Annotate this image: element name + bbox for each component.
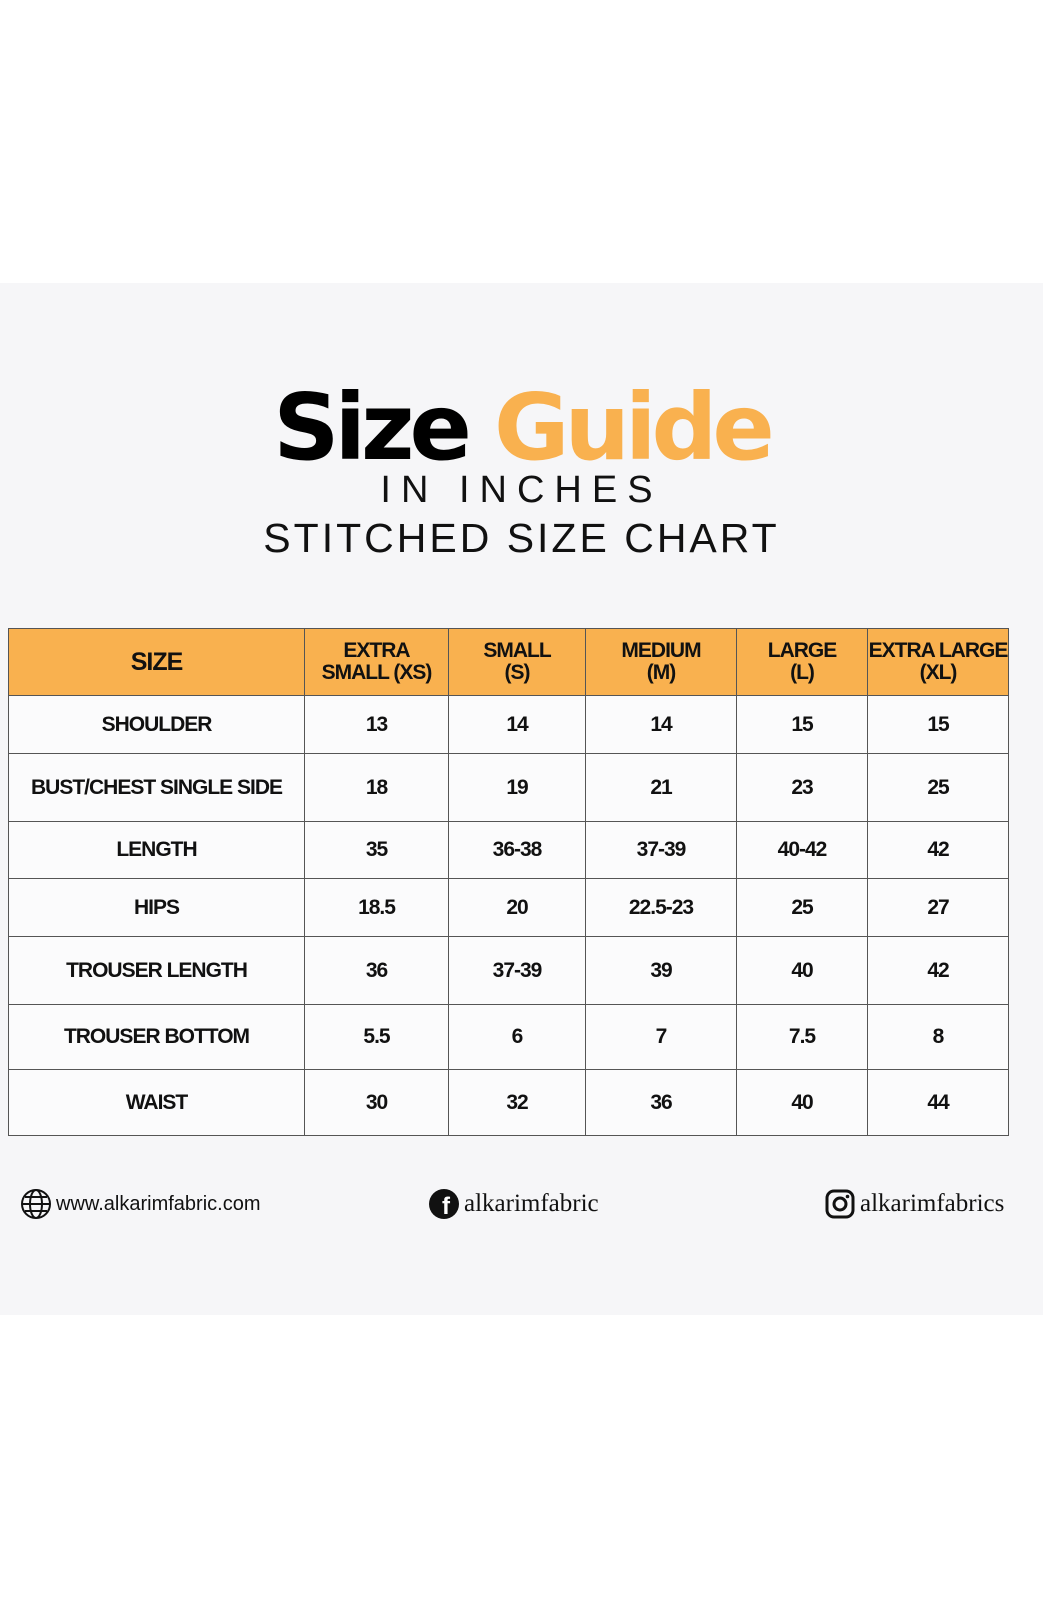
column-header: EXTRA LARGE (XL) bbox=[867, 628, 1009, 696]
website-text: www.alkarimfabric.com bbox=[56, 1192, 261, 1215]
cell: 27 bbox=[867, 878, 1009, 937]
svg-text:f: f bbox=[442, 1193, 451, 1220]
cell: 5.5 bbox=[304, 1004, 449, 1070]
cell: 39 bbox=[585, 936, 737, 1005]
table-row: WAIST 30 32 36 40 44 bbox=[8, 1069, 1009, 1136]
column-header: SMALL (S) bbox=[448, 628, 586, 696]
cell: 30 bbox=[304, 1069, 449, 1136]
column-header: MEDIUM (M) bbox=[585, 628, 737, 696]
size-guide-card: Size Guide IN INCHES STITCHED SIZE CHART… bbox=[0, 283, 1043, 1315]
cell: 18 bbox=[304, 753, 449, 822]
cell: 19 bbox=[448, 753, 586, 822]
cell: 32 bbox=[448, 1069, 586, 1136]
subtitle: IN INCHES bbox=[380, 469, 663, 511]
cell: 23 bbox=[736, 753, 868, 822]
cell: 42 bbox=[867, 821, 1009, 879]
table-row: SHOULDER 13 14 14 15 15 bbox=[8, 695, 1009, 754]
row-label: LENGTH bbox=[8, 821, 305, 879]
title-orange: Guide bbox=[493, 374, 775, 481]
column-header: EXTRA SMALL (XS) bbox=[304, 628, 449, 696]
cell: 7 bbox=[585, 1004, 737, 1070]
cell: 40 bbox=[736, 1069, 868, 1136]
size-table: SIZE EXTRA SMALL (XS) SMALL (S) MEDIUM (M) L… bbox=[8, 628, 1009, 1136]
cell: 15 bbox=[867, 695, 1009, 754]
cell: 18.5 bbox=[304, 878, 449, 937]
row-label: BUST/CHEST SINGLE SIDE bbox=[8, 753, 305, 822]
globe-icon bbox=[21, 1189, 51, 1219]
table-row: BUST/CHEST SINGLE SIDE 18 19 21 23 25 bbox=[8, 753, 1009, 822]
facebook-icon: f bbox=[429, 1189, 459, 1220]
cell: 13 bbox=[304, 695, 449, 754]
instagram-text: alkarimfabrics bbox=[860, 1190, 1005, 1217]
cell: 36 bbox=[585, 1069, 737, 1136]
cell: 35 bbox=[304, 821, 449, 879]
title: Size Guide bbox=[0, 378, 1043, 478]
cell: 7.5 bbox=[736, 1004, 868, 1070]
row-label: TROUSER BOTTOM bbox=[8, 1004, 305, 1070]
cell: 44 bbox=[867, 1069, 1009, 1136]
website: www.alkarimfabric.com bbox=[20, 1188, 260, 1220]
cell: 36 bbox=[304, 936, 449, 1005]
column-header: SIZE bbox=[8, 628, 305, 696]
table-row: TROUSER LENGTH 36 37-39 39 40 42 bbox=[8, 936, 1009, 1005]
row-label: WAIST bbox=[8, 1069, 305, 1136]
column-header: LARGE (L) bbox=[736, 628, 868, 696]
cell: 14 bbox=[448, 695, 586, 754]
cell: 37-39 bbox=[585, 821, 737, 879]
cell: 15 bbox=[736, 695, 868, 754]
cell: 8 bbox=[867, 1004, 1009, 1070]
row-label: SHOULDER bbox=[8, 695, 305, 754]
instagram: alkarimfabrics bbox=[824, 1188, 1004, 1220]
cell: 22.5-23 bbox=[585, 878, 737, 937]
table-row: TROUSER BOTTOM 5.5 6 7 7.5 8 bbox=[8, 1004, 1009, 1070]
row-label: HIPS bbox=[8, 878, 305, 937]
cell: 40 bbox=[736, 936, 868, 1005]
table-row: HIPS 18.5 20 22.5-23 25 27 bbox=[8, 878, 1009, 937]
cell: 36-38 bbox=[448, 821, 586, 879]
table-row: LENGTH 35 36-38 37-39 40-42 42 bbox=[8, 821, 1009, 879]
cell: 21 bbox=[585, 753, 737, 822]
cell: 25 bbox=[736, 878, 868, 937]
cell: 25 bbox=[867, 753, 1009, 822]
title-black: Size bbox=[273, 374, 472, 481]
cell: 37-39 bbox=[448, 936, 586, 1005]
instagram-icon bbox=[825, 1189, 855, 1219]
cell: 20 bbox=[448, 878, 586, 937]
row-label: TROUSER LENGTH bbox=[8, 936, 305, 1005]
chart-title: STITCHED SIZE CHART bbox=[263, 515, 780, 561]
cell: 42 bbox=[867, 936, 1009, 1005]
facebook: f alkarimfabric bbox=[428, 1188, 599, 1220]
facebook-text: alkarimfabric bbox=[464, 1190, 599, 1217]
cell: 40-42 bbox=[736, 821, 868, 879]
cell: 6 bbox=[448, 1004, 586, 1070]
header-row: SIZE EXTRA SMALL (XS) SMALL (S) MEDIUM (M) L… bbox=[8, 628, 1009, 696]
cell: 14 bbox=[585, 695, 737, 754]
